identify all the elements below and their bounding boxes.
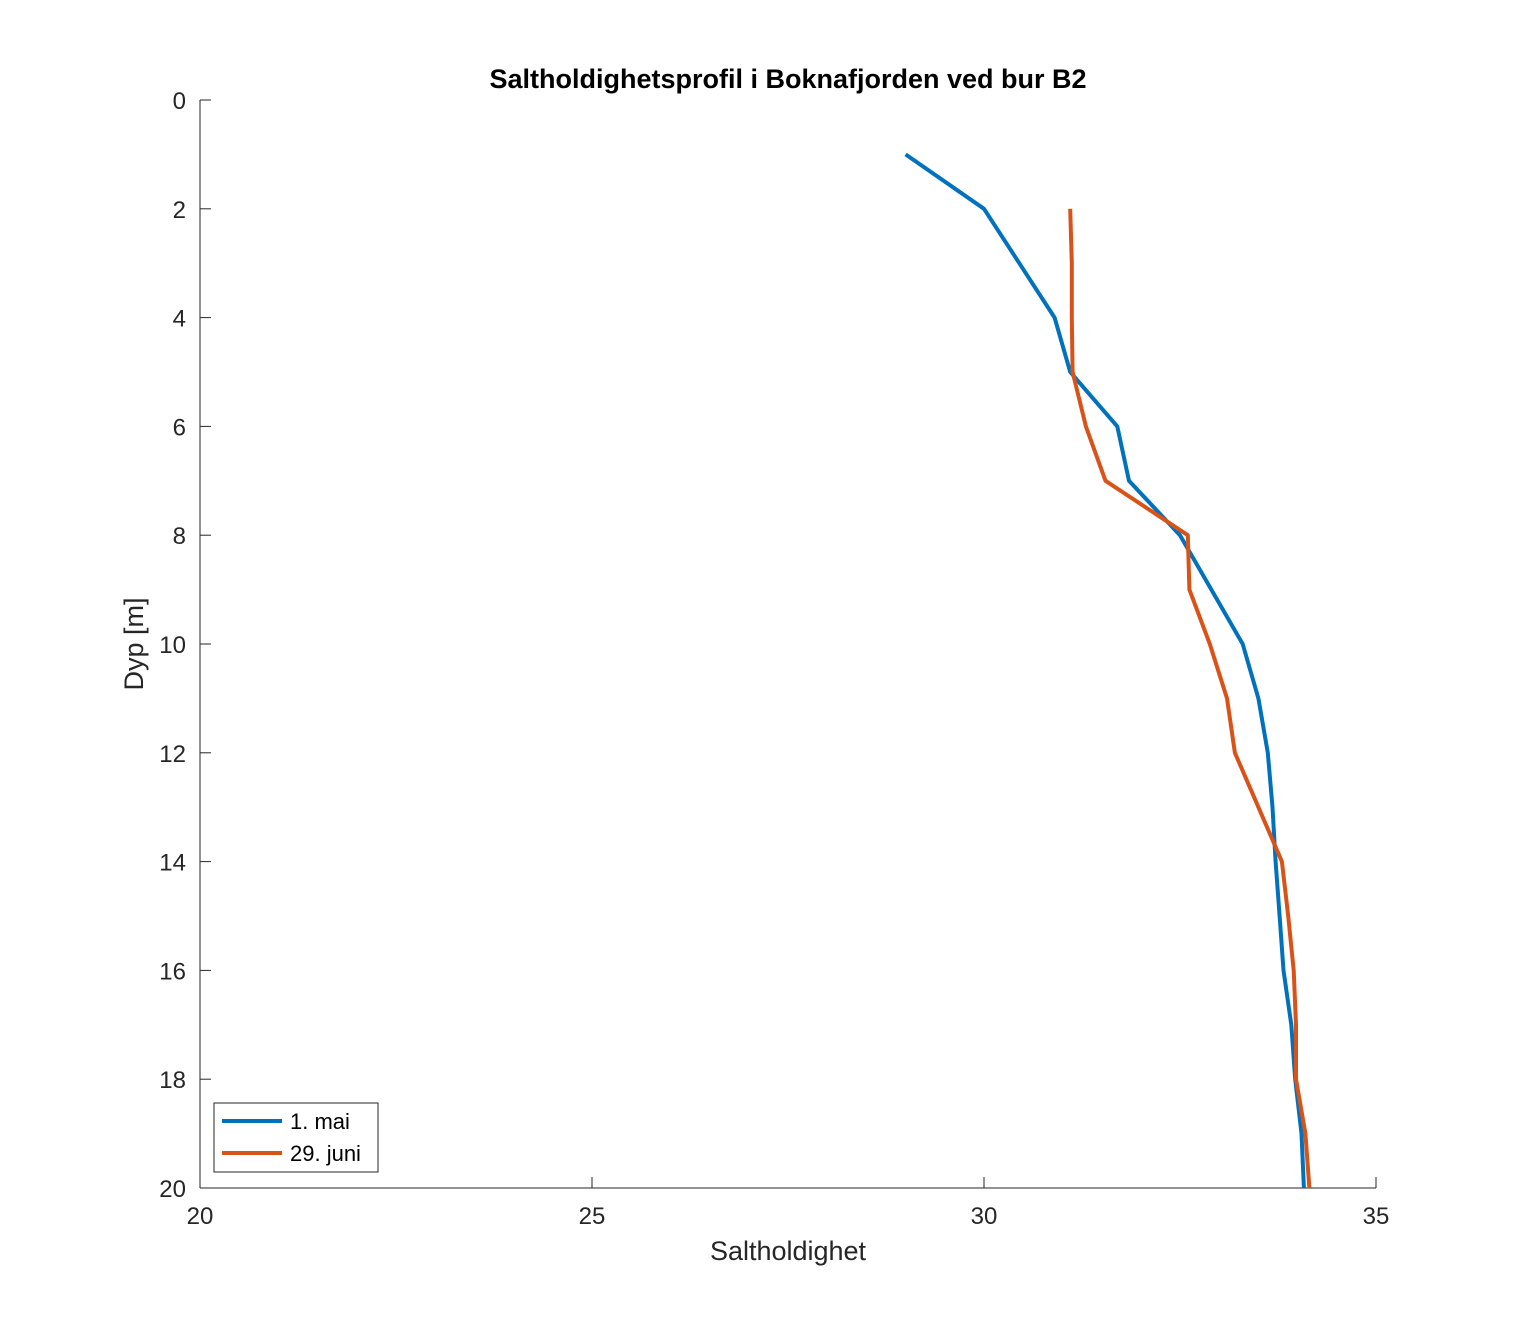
series-line-0 — [904, 152, 1306, 1189]
y-tick-label: 6 — [173, 414, 186, 441]
y-tick-label: 8 — [173, 523, 186, 550]
y-tick-label: 18 — [159, 1067, 186, 1094]
x-axis-label: Saltholdighet — [710, 1236, 867, 1266]
x-tick-label: 20 — [187, 1203, 214, 1230]
legend-box — [213, 1102, 379, 1173]
y-tick-label: 4 — [173, 306, 186, 333]
y-tick-label: 0 — [173, 88, 186, 115]
y-tick-label: 12 — [159, 741, 186, 768]
x-tick-label: 35 — [1363, 1203, 1390, 1230]
series-line-1 — [1068, 208, 1312, 1189]
y-axis-label: Dyp [m] — [119, 597, 149, 690]
x-tick-label: 25 — [579, 1203, 606, 1230]
plot-area: 20 25 30 35 0 2 4 6 8 10 12 14 16 18 20 — [159, 88, 1389, 1230]
y-tick-label: 16 — [159, 958, 186, 985]
y-tick-label: 2 — [173, 197, 186, 224]
legend: 1. mai 29. juni — [213, 1102, 379, 1173]
series-lines — [904, 152, 1312, 1189]
y-tick-label: 20 — [159, 1176, 186, 1203]
chart-title: Saltholdighetsprofil i Boknafjorden ved … — [489, 64, 1086, 94]
legend-label-1-mai: 1. mai — [290, 1109, 350, 1134]
x-axis-ticks: 20 25 30 35 — [187, 1177, 1390, 1230]
x-tick-label: 30 — [971, 1203, 998, 1230]
legend-label-29-juni: 29. juni — [290, 1141, 361, 1166]
y-tick-label: 14 — [159, 850, 186, 877]
y-tick-label: 10 — [159, 632, 186, 659]
y-axis-ticks: 0 2 4 6 8 10 12 14 16 18 20 — [159, 88, 211, 1203]
